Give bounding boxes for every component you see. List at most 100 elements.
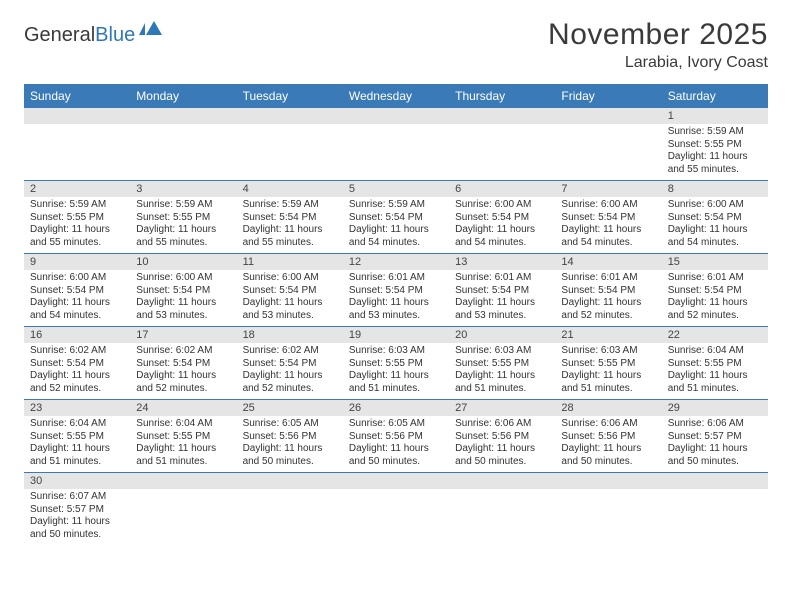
- calendar-cell: 30Sunrise: 6:07 AMSunset: 5:57 PMDayligh…: [24, 473, 130, 546]
- weekday-header: Thursday: [449, 84, 555, 108]
- cell-body: Sunrise: 6:06 AMSunset: 5:57 PMDaylight:…: [662, 416, 768, 472]
- sunset-line: Sunset: 5:54 PM: [243, 358, 337, 371]
- daylight-line: Daylight: 11 hours and 50 minutes.: [668, 443, 762, 468]
- daylight-line: Daylight: 11 hours and 51 minutes.: [30, 443, 124, 468]
- calendar-cell: 20Sunrise: 6:03 AMSunset: 5:55 PMDayligh…: [449, 327, 555, 400]
- sunset-line: Sunset: 5:56 PM: [561, 431, 655, 444]
- calendar-cell: 4Sunrise: 5:59 AMSunset: 5:54 PMDaylight…: [237, 181, 343, 254]
- cell-body: Sunrise: 6:01 AMSunset: 5:54 PMDaylight:…: [343, 270, 449, 326]
- day-number: 26: [343, 400, 449, 416]
- calendar-cell: 25Sunrise: 6:05 AMSunset: 5:56 PMDayligh…: [237, 400, 343, 473]
- cell-body: Sunrise: 6:04 AMSunset: 5:55 PMDaylight:…: [662, 343, 768, 399]
- day-number: [237, 473, 343, 489]
- cell-body: Sunrise: 6:04 AMSunset: 5:55 PMDaylight:…: [130, 416, 236, 472]
- calendar-cell: 5Sunrise: 5:59 AMSunset: 5:54 PMDaylight…: [343, 181, 449, 254]
- weekday-header: Friday: [555, 84, 661, 108]
- weekday-row: SundayMondayTuesdayWednesdayThursdayFrid…: [24, 84, 768, 108]
- cell-body: Sunrise: 6:02 AMSunset: 5:54 PMDaylight:…: [237, 343, 343, 399]
- calendar-cell: 12Sunrise: 6:01 AMSunset: 5:54 PMDayligh…: [343, 254, 449, 327]
- day-number: 17: [130, 327, 236, 343]
- sunrise-line: Sunrise: 6:06 AM: [668, 418, 762, 431]
- sunrise-line: Sunrise: 6:03 AM: [455, 345, 549, 358]
- calendar-cell: 22Sunrise: 6:04 AMSunset: 5:55 PMDayligh…: [662, 327, 768, 400]
- sunrise-line: Sunrise: 6:00 AM: [30, 272, 124, 285]
- calendar-row: 30Sunrise: 6:07 AMSunset: 5:57 PMDayligh…: [24, 473, 768, 546]
- cell-body: Sunrise: 6:04 AMSunset: 5:55 PMDaylight:…: [24, 416, 130, 472]
- cell-body: Sunrise: 5:59 AMSunset: 5:55 PMDaylight:…: [662, 124, 768, 180]
- daylight-line: Daylight: 11 hours and 53 minutes.: [136, 297, 230, 322]
- calendar-cell: 7Sunrise: 6:00 AMSunset: 5:54 PMDaylight…: [555, 181, 661, 254]
- day-number: 3: [130, 181, 236, 197]
- sunset-line: Sunset: 5:54 PM: [455, 212, 549, 225]
- daylight-line: Daylight: 11 hours and 51 minutes.: [561, 370, 655, 395]
- cell-body: Sunrise: 6:00 AMSunset: 5:54 PMDaylight:…: [130, 270, 236, 326]
- calendar-cell-empty: [555, 108, 661, 181]
- sunrise-line: Sunrise: 6:04 AM: [668, 345, 762, 358]
- calendar-cell: 16Sunrise: 6:02 AMSunset: 5:54 PMDayligh…: [24, 327, 130, 400]
- calendar-cell: 2Sunrise: 5:59 AMSunset: 5:55 PMDaylight…: [24, 181, 130, 254]
- sunset-line: Sunset: 5:54 PM: [136, 358, 230, 371]
- calendar-cell: 11Sunrise: 6:00 AMSunset: 5:54 PMDayligh…: [237, 254, 343, 327]
- sunrise-line: Sunrise: 6:02 AM: [30, 345, 124, 358]
- sunset-line: Sunset: 5:54 PM: [349, 212, 443, 225]
- sunset-line: Sunset: 5:55 PM: [136, 212, 230, 225]
- day-number: 29: [662, 400, 768, 416]
- cell-body: Sunrise: 6:06 AMSunset: 5:56 PMDaylight:…: [449, 416, 555, 472]
- calendar-cell-empty: [343, 108, 449, 181]
- daylight-line: Daylight: 11 hours and 55 minutes.: [243, 224, 337, 249]
- calendar-cell: 19Sunrise: 6:03 AMSunset: 5:55 PMDayligh…: [343, 327, 449, 400]
- cell-body: Sunrise: 6:03 AMSunset: 5:55 PMDaylight:…: [449, 343, 555, 399]
- day-number: 11: [237, 254, 343, 270]
- day-number: 7: [555, 181, 661, 197]
- sunrise-line: Sunrise: 6:04 AM: [30, 418, 124, 431]
- sunrise-line: Sunrise: 5:59 AM: [349, 199, 443, 212]
- cell-body: Sunrise: 5:59 AMSunset: 5:54 PMDaylight:…: [343, 197, 449, 253]
- day-number: [343, 473, 449, 489]
- cell-body: Sunrise: 6:01 AMSunset: 5:54 PMDaylight:…: [555, 270, 661, 326]
- sunset-line: Sunset: 5:54 PM: [455, 285, 549, 298]
- sunset-line: Sunset: 5:55 PM: [668, 139, 762, 152]
- calendar-cell: 13Sunrise: 6:01 AMSunset: 5:54 PMDayligh…: [449, 254, 555, 327]
- day-number: 4: [237, 181, 343, 197]
- cell-body: Sunrise: 6:05 AMSunset: 5:56 PMDaylight:…: [237, 416, 343, 472]
- sunrise-line: Sunrise: 6:00 AM: [455, 199, 549, 212]
- calendar-cell: 14Sunrise: 6:01 AMSunset: 5:54 PMDayligh…: [555, 254, 661, 327]
- sunrise-line: Sunrise: 6:00 AM: [243, 272, 337, 285]
- cell-body: Sunrise: 5:59 AMSunset: 5:55 PMDaylight:…: [24, 197, 130, 253]
- daylight-line: Daylight: 11 hours and 50 minutes.: [455, 443, 549, 468]
- day-number: 22: [662, 327, 768, 343]
- calendar-head: SundayMondayTuesdayWednesdayThursdayFrid…: [24, 84, 768, 108]
- calendar-cell: 29Sunrise: 6:06 AMSunset: 5:57 PMDayligh…: [662, 400, 768, 473]
- calendar-cell: 27Sunrise: 6:06 AMSunset: 5:56 PMDayligh…: [449, 400, 555, 473]
- sunrise-line: Sunrise: 6:06 AM: [561, 418, 655, 431]
- daylight-line: Daylight: 11 hours and 53 minutes.: [455, 297, 549, 322]
- day-number: 23: [24, 400, 130, 416]
- daylight-line: Daylight: 11 hours and 55 minutes.: [136, 224, 230, 249]
- calendar-cell: 9Sunrise: 6:00 AMSunset: 5:54 PMDaylight…: [24, 254, 130, 327]
- calendar-cell: 3Sunrise: 5:59 AMSunset: 5:55 PMDaylight…: [130, 181, 236, 254]
- sunrise-line: Sunrise: 6:05 AM: [243, 418, 337, 431]
- sunset-line: Sunset: 5:54 PM: [30, 285, 124, 298]
- logo-word2: Blue: [95, 24, 135, 46]
- weekday-header: Saturday: [662, 84, 768, 108]
- cell-body: Sunrise: 6:07 AMSunset: 5:57 PMDaylight:…: [24, 489, 130, 545]
- calendar-table: SundayMondayTuesdayWednesdayThursdayFrid…: [24, 84, 768, 545]
- day-number: 1: [662, 108, 768, 124]
- day-number: [662, 473, 768, 489]
- day-number: [24, 108, 130, 124]
- sunrise-line: Sunrise: 6:04 AM: [136, 418, 230, 431]
- day-number: 19: [343, 327, 449, 343]
- cell-body: Sunrise: 5:59 AMSunset: 5:55 PMDaylight:…: [130, 197, 236, 253]
- day-number: 10: [130, 254, 236, 270]
- day-number: 16: [24, 327, 130, 343]
- sunset-line: Sunset: 5:56 PM: [349, 431, 443, 444]
- sunset-line: Sunset: 5:55 PM: [561, 358, 655, 371]
- daylight-line: Daylight: 11 hours and 53 minutes.: [349, 297, 443, 322]
- calendar-row: 1Sunrise: 5:59 AMSunset: 5:55 PMDaylight…: [24, 108, 768, 181]
- calendar-cell-empty: [343, 473, 449, 546]
- day-number: 8: [662, 181, 768, 197]
- day-number: 12: [343, 254, 449, 270]
- day-number: 21: [555, 327, 661, 343]
- calendar-row: 23Sunrise: 6:04 AMSunset: 5:55 PMDayligh…: [24, 400, 768, 473]
- sunrise-line: Sunrise: 6:02 AM: [243, 345, 337, 358]
